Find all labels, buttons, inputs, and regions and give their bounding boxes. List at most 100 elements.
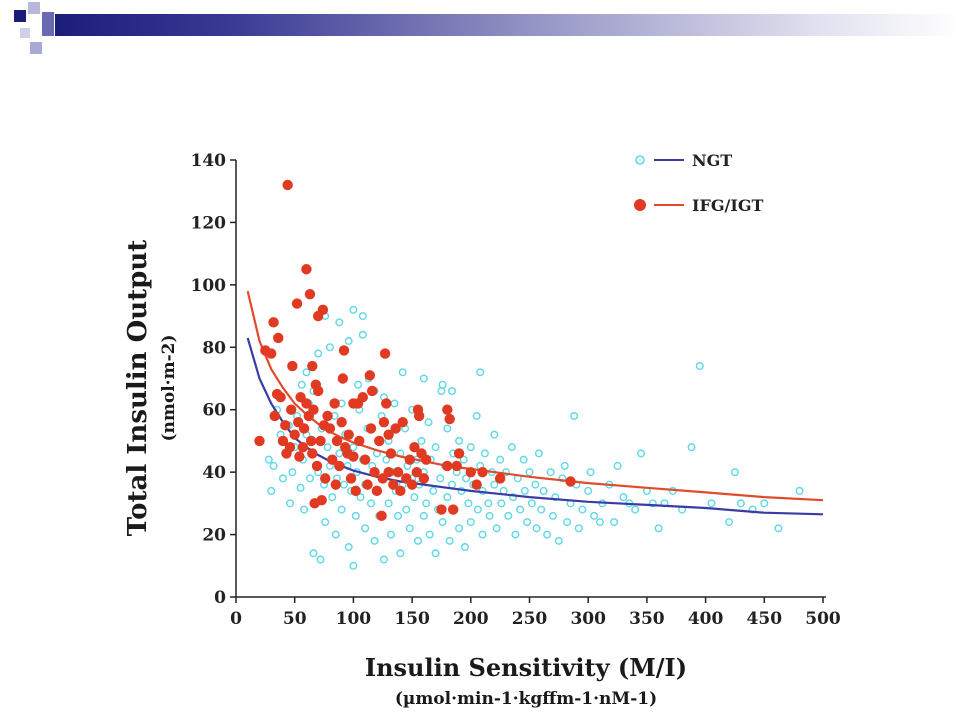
x-tick-label: 50 [283,609,307,629]
ifg-igt-point [327,454,338,465]
ifg-points [254,179,576,522]
ngt-point [695,362,704,371]
ifg-igt-point [369,466,380,478]
ngt-point [417,436,426,445]
ngt-point [466,518,475,527]
ngt-point [413,536,422,545]
ifg-igt-point [378,417,390,428]
x-tick-label: 150 [394,609,430,629]
x-tick-label: 400 [688,609,724,629]
ngt-point [302,368,311,377]
ifg-igt-point [383,429,394,440]
ngt-point [648,499,657,508]
ngt-point [384,499,393,508]
ngt-point [344,337,353,346]
ngt-point [523,518,532,527]
legend-label-ngt: NGT [692,151,732,170]
ifg-igt-point [357,392,368,403]
x-tick-label: 100 [336,609,372,629]
ngt-point [436,474,445,483]
ngt-point [525,468,534,477]
ngt-point [534,449,543,458]
legend-marker-ifg-igt [634,199,646,211]
ngt-point [390,399,399,408]
ngt-point [337,505,346,514]
ngt-point [584,486,593,495]
ifg-igt-point [362,479,373,490]
ifg-igt-point [337,373,349,384]
ifg-igt-point [298,423,310,434]
ifg-igt-point [383,466,394,478]
ngt-point [595,518,604,527]
ngt-point [473,505,482,514]
ifg-igt-point [331,435,343,447]
ifg-igt-point [436,504,447,515]
ngt-point [394,511,403,520]
ngt-point [795,486,804,495]
ngt-point [455,524,464,533]
x-tick-label: 500 [805,609,841,629]
ifg-igt-point [411,466,422,478]
ifg-igt-point [287,360,298,372]
ngt-point [519,455,528,464]
ifg-igt-point [465,466,476,478]
ngt-point [429,486,438,495]
ngt-point [314,349,323,358]
ifg-igt-point [324,423,336,434]
y-tick-label: 100 [191,276,227,296]
ngt-point [288,468,297,477]
ngt-point [269,461,278,470]
ifg-igt-point [291,298,303,309]
ngt-point [424,418,433,427]
ifg-igt-point [365,423,377,434]
ngt-point [278,474,287,483]
ifg-igt-point [350,485,361,497]
ifg-igt-point [471,479,482,490]
ngt-point [532,524,541,533]
y-tick-label: 120 [191,213,227,233]
ngt-point [520,486,529,495]
ifg-igt-point [266,348,277,359]
ifg-igt-point [336,417,347,428]
ifg-igt-point [348,451,359,462]
ngt-point [443,493,452,502]
ifg-igt-point [285,404,297,415]
ifg-igt-point [345,473,357,484]
ifg-igt-point [297,441,309,453]
y-tick-label: 80 [202,338,226,358]
ngt-point [325,343,334,352]
ifg-igt-point [354,435,365,447]
ngt-point [537,505,546,514]
ngt-point [539,486,548,495]
x-tick-label: 300 [570,609,606,629]
ngt-point [531,480,540,489]
ngt-point [396,549,405,558]
ngt-point [379,555,388,564]
ifg-igt-point [406,479,418,490]
ifg-igt-point [444,413,455,425]
ifg-igt-point [388,479,399,490]
curve-ifg-igt [246,290,824,502]
ngt-point [507,443,516,452]
ngt-point [637,449,646,458]
ifg-igt-point [282,179,293,191]
x-ticks: 0 50 100 150 200 250 300 350 400 450 500 [230,597,841,629]
ifg-igt-point [392,466,404,478]
ngt-point [490,430,499,439]
ngt-point [516,505,525,514]
ngt-point [438,380,447,389]
ifg-igt-point [366,385,378,397]
ngt-point [563,518,572,527]
ngt-point [386,530,395,539]
ifg-igt-point [374,435,385,447]
ngt-point [398,368,407,377]
ifg-igt-point [379,348,391,359]
ifg-igt-point [320,473,331,484]
ngt-point [497,499,506,508]
ngt-point [448,480,457,489]
ngt-point [654,524,663,533]
ifg-igt-point [307,360,318,372]
ifg-igt-point [418,473,430,484]
ngt-point [707,499,716,508]
